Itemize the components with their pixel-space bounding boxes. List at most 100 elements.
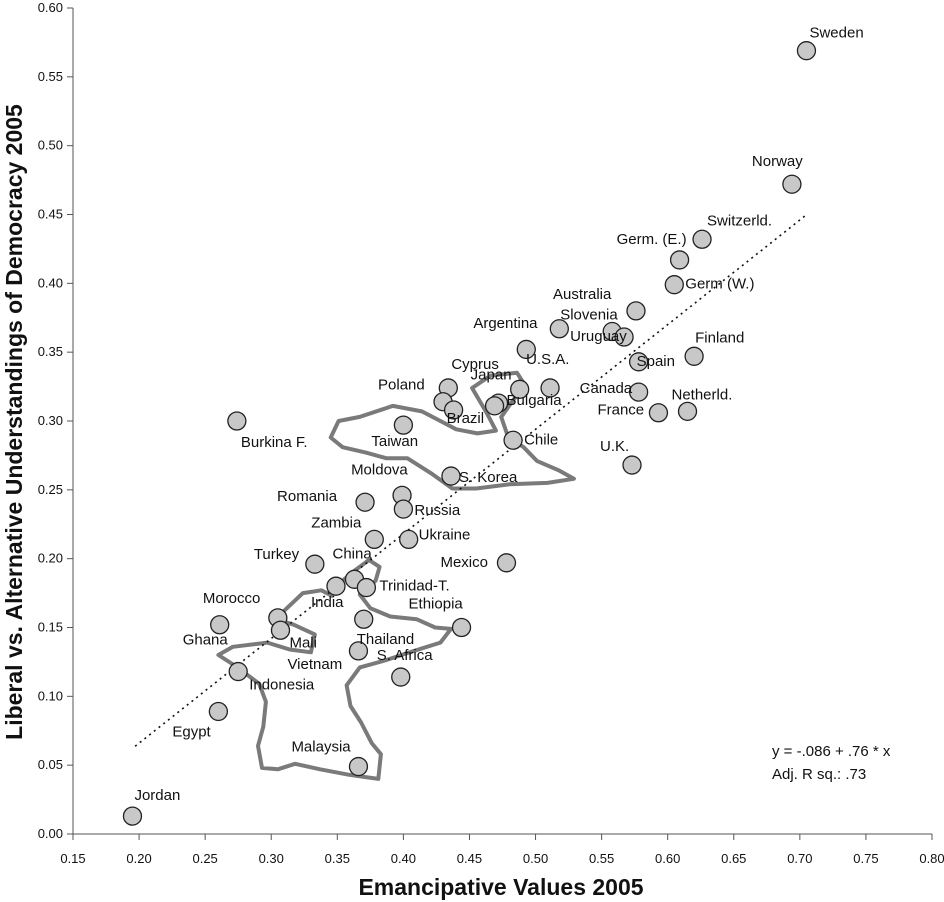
x-tick-label: 0.80 xyxy=(919,851,944,866)
y-tick-label: 0.10 xyxy=(38,688,63,703)
y-tick-label: 0.05 xyxy=(38,757,63,772)
cluster-contours xyxy=(216,370,576,781)
x-tick-label: 0.15 xyxy=(60,851,85,866)
point-label: Morocco xyxy=(203,590,261,607)
point-label: Taiwan xyxy=(371,433,418,450)
data-point xyxy=(354,609,374,629)
point-label: Trinidad-T. xyxy=(379,578,449,595)
point-label: Russia xyxy=(414,502,461,519)
point-label: Slovenia xyxy=(560,307,618,324)
y-axis-title: Liberal vs. Alternative Understandings o… xyxy=(1,104,27,740)
data-point xyxy=(503,430,523,450)
point-label: U.S.A. xyxy=(526,351,569,368)
point-label: Malaysia xyxy=(291,739,351,756)
x-axis-ticks: 0.15 0.20 0.25 0.30 0.35 0.40 0.45 0.50 0.55 0.60… xyxy=(60,834,944,866)
y-tick-label: 0.20 xyxy=(38,551,63,566)
data-point xyxy=(614,327,634,347)
data-point xyxy=(516,339,536,360)
point-label: Mexico xyxy=(440,554,488,571)
point-label: Australia xyxy=(553,286,612,303)
data-point xyxy=(510,379,530,399)
x-tick-label: 0.30 xyxy=(259,851,284,866)
point-label: Bulgaria xyxy=(507,392,563,409)
data-point xyxy=(122,806,143,826)
data-point xyxy=(626,301,646,321)
point-label: Ethiopia xyxy=(409,596,464,613)
x-tick-label: 0.50 xyxy=(523,851,548,866)
regression-r-squared: Adj. R sq.: .73 xyxy=(772,766,866,783)
point-label: Ghana xyxy=(183,632,229,649)
y-tick-label: 0.50 xyxy=(38,138,63,153)
data-point xyxy=(782,174,802,194)
data-point xyxy=(393,499,414,519)
data-point xyxy=(692,229,712,249)
y-tick-label: 0.55 xyxy=(38,69,63,84)
contour-developing-asia xyxy=(216,558,453,781)
contour-east-asia xyxy=(328,370,576,491)
x-axis-title: Emancipative Values 2005 xyxy=(358,874,643,900)
point-label: Germ (W.) xyxy=(685,276,754,293)
point-label: Norway xyxy=(752,153,803,170)
data-point xyxy=(648,403,669,423)
data-point xyxy=(443,400,464,420)
data-point xyxy=(677,401,698,422)
y-axis-ticks: 0.00 0.05 0.10 0.15 0.20 0.25 0.30 0.35 0.40 0.45… xyxy=(38,0,73,841)
point-labels: Sweden Norway Switzerld. Germ. (E.) Germ (W.… xyxy=(134,25,863,804)
data-point xyxy=(628,352,649,372)
data-point xyxy=(496,553,517,573)
point-label: Finland xyxy=(695,329,744,346)
y-tick-label: 0.45 xyxy=(38,207,63,222)
x-tick-label: 0.70 xyxy=(787,851,812,866)
point-label: Indonesia xyxy=(249,677,315,694)
data-point xyxy=(391,667,411,687)
x-tick-label: 0.45 xyxy=(457,851,482,866)
data-point xyxy=(326,576,346,596)
x-tick-label: 0.40 xyxy=(391,851,416,866)
data-point xyxy=(356,577,377,598)
x-tick-label: 0.65 xyxy=(721,851,746,866)
data-point xyxy=(451,617,472,638)
point-label: Sweden xyxy=(809,25,863,42)
data-point xyxy=(208,701,229,722)
x-tick-label: 0.20 xyxy=(126,851,151,866)
point-label: Turkey xyxy=(254,546,300,563)
point-label: Ukraine xyxy=(419,526,471,543)
point-label: Japan xyxy=(471,366,512,383)
data-point xyxy=(669,250,690,270)
data-point xyxy=(540,378,560,398)
point-label: Netherld. xyxy=(672,386,733,403)
y-tick-label: 0.40 xyxy=(38,275,63,290)
x-tick-label: 0.60 xyxy=(655,851,680,866)
point-label: Switzerld. xyxy=(707,212,772,229)
point-label: Jordan xyxy=(134,787,180,804)
point-label: Romania xyxy=(277,488,338,505)
point-label: Chile xyxy=(524,431,558,448)
point-label: China xyxy=(332,545,372,562)
point-label: Argentina xyxy=(473,315,538,332)
data-point xyxy=(227,411,247,431)
point-label: Spain xyxy=(637,353,675,370)
x-tick-label: 0.25 xyxy=(192,851,217,866)
point-label: Canada xyxy=(580,380,633,397)
point-label: Uruguay xyxy=(570,328,627,345)
x-tick-label: 0.35 xyxy=(325,851,350,866)
data-point xyxy=(484,396,505,416)
point-label: India xyxy=(311,594,344,611)
data-point xyxy=(796,41,817,61)
y-tick-label: 0.25 xyxy=(38,482,63,497)
data-point xyxy=(348,641,369,661)
x-tick-label: 0.55 xyxy=(589,851,614,866)
point-label: Germ. (E.) xyxy=(617,231,687,248)
data-point xyxy=(210,615,230,635)
data-point xyxy=(305,554,325,574)
regression-equation: y = -.086 + .76 * x xyxy=(772,743,891,760)
data-points xyxy=(122,41,817,826)
point-label: Zambia xyxy=(311,514,362,531)
data-point xyxy=(348,756,369,777)
data-point xyxy=(628,382,649,402)
point-label: Cyprus xyxy=(451,356,499,373)
data-point xyxy=(684,346,704,366)
point-label: Mali xyxy=(289,634,317,651)
data-point xyxy=(664,275,684,295)
